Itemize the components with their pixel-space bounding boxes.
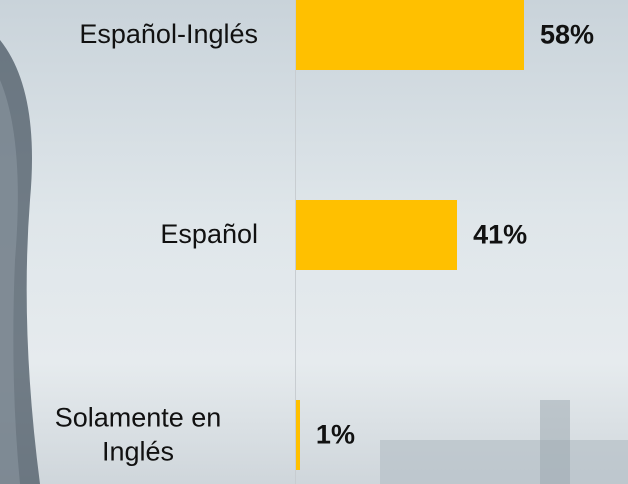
category-label: Solamente en Inglés bbox=[18, 401, 258, 469]
value-label: 41% bbox=[473, 220, 527, 251]
bar bbox=[296, 0, 524, 70]
bar-row: Español-Inglés 58% bbox=[0, 0, 628, 70]
bar bbox=[296, 400, 300, 470]
value-label: 58% bbox=[540, 20, 594, 51]
category-label-box: Español bbox=[160, 218, 258, 252]
category-label-box: Solamente en Inglés bbox=[18, 401, 258, 469]
value-label: 1% bbox=[316, 420, 355, 451]
category-label: Español bbox=[160, 218, 258, 252]
slide: Español-Inglés 58% Español 41% Solamente en … bbox=[0, 0, 628, 484]
category-label-box: Español-Inglés bbox=[79, 18, 258, 52]
bar-row: Español 41% bbox=[0, 200, 628, 270]
bar bbox=[296, 200, 457, 270]
bar-row: Solamente en Inglés 1% bbox=[0, 400, 628, 470]
category-label: Español-Inglés bbox=[79, 18, 258, 52]
